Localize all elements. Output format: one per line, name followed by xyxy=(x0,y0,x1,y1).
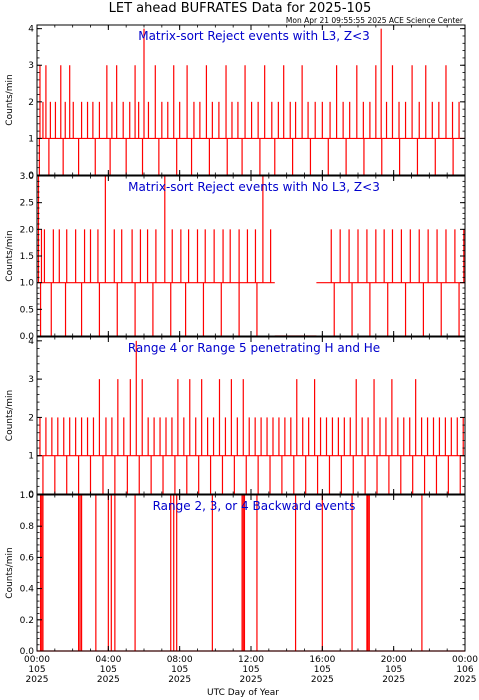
y-tick-label: 2.5 xyxy=(20,199,34,209)
x-tick-label-year: 2025 xyxy=(97,675,120,685)
panel-1: 0 1 2 3 4 Matrix-sort Reject events with L3, … xyxy=(5,24,466,181)
y-tick-label: 2.0 xyxy=(20,225,35,235)
x-tick-label-year: 2025 xyxy=(311,675,334,685)
x-tick-label-year: 2025 xyxy=(168,675,191,685)
y-tick-label: 1.0 xyxy=(20,491,35,501)
y-tick-label: 0.5 xyxy=(20,305,34,315)
panel-title: Range 2, 3, or 4 Backward events xyxy=(153,499,356,513)
x-tick-label-day: 106 xyxy=(456,665,473,675)
x-axis-label: UTC Day of Year xyxy=(207,688,279,698)
x-axis: 00:00105202504:00105202508:00105202512:0… xyxy=(24,655,478,685)
x-tick-label-year: 2025 xyxy=(454,675,477,685)
x-tick-label-time: 00:00 xyxy=(452,655,478,665)
y-tick-label: 3 xyxy=(28,375,34,385)
y-tick-label: 1.0 xyxy=(20,279,35,289)
x-tick-label-day: 105 xyxy=(28,665,45,675)
x-tick-label-year: 2025 xyxy=(240,675,263,685)
panel-title: Matrix-sort Reject events with No L3, Z<… xyxy=(128,180,380,194)
x-tick-label-time: 16:00 xyxy=(309,655,335,665)
y-tick-label: 0.0 xyxy=(20,332,35,342)
y-tick-label: 3.0 xyxy=(20,172,35,182)
x-tick-label-time: 04:00 xyxy=(95,655,121,665)
panel-4: 0.0 0.2 0.4 0.6 0.8 1.0 Range 2, 3, or 4 Backw… xyxy=(5,491,466,657)
timestamp: Mon Apr 21 09:55:55 2025 ACE Science Cen… xyxy=(286,16,464,25)
y-tick-label: 2 xyxy=(28,98,34,108)
y-axis-label: Counts/min xyxy=(5,390,15,441)
y-tick-label: 0.4 xyxy=(20,585,35,595)
y-tick-label: 0.8 xyxy=(20,522,35,532)
x-tick-label-day: 105 xyxy=(171,665,188,675)
y-tick-label: 1.5 xyxy=(20,252,34,262)
panel-title: Range 4 or Range 5 penetrating H and He xyxy=(128,341,380,355)
x-tick-label-time: 00:00 xyxy=(24,655,50,665)
x-tick-label-time: 12:00 xyxy=(238,655,264,665)
x-tick-label-day: 105 xyxy=(385,665,402,675)
y-tick-label: 0.2 xyxy=(20,616,34,626)
x-tick-label-year: 2025 xyxy=(382,675,405,685)
x-tick-label-day: 105 xyxy=(314,665,331,675)
y-tick-label: 0.6 xyxy=(20,553,35,563)
y-tick-label: 0 xyxy=(28,171,34,181)
x-tick-label-day: 105 xyxy=(100,665,117,675)
y-tick-label: 1 xyxy=(28,134,34,144)
y-axis-label: Counts/min xyxy=(5,230,15,281)
y-tick-label: 0 xyxy=(28,490,34,500)
x-tick-label-year: 2025 xyxy=(26,675,49,685)
panels: 0 1 2 3 4 Matrix-sort Reject events with L3, … xyxy=(5,24,466,657)
y-tick-label: 4 xyxy=(28,25,34,35)
figure-title: LET ahead BUFRATES Data for 2025-105 xyxy=(109,1,372,16)
y-axis-label: Counts/min xyxy=(5,547,15,598)
panel-2: 0.0 0.5 1.0 1.5 2.0 2.5 3.0 Matrix-sort Reject … xyxy=(5,172,466,342)
x-tick-label-time: 08:00 xyxy=(167,655,193,665)
y-axis-label: Counts/min xyxy=(5,74,15,125)
y-tick-label: 4 xyxy=(28,337,34,347)
y-tick-label: 1 xyxy=(28,452,34,462)
y-tick-label: 0.0 xyxy=(20,647,35,657)
panel-title: Matrix-sort Reject events with L3, Z<3 xyxy=(138,29,370,43)
y-tick-label: 2 xyxy=(28,413,34,423)
x-tick-label-time: 20:00 xyxy=(381,655,407,665)
panel-3: 0 1 2 3 4 Range 4 or Range 5 penetrating H an… xyxy=(5,336,466,500)
x-tick-label-day: 105 xyxy=(242,665,259,675)
y-tick-label: 3 xyxy=(28,61,34,71)
